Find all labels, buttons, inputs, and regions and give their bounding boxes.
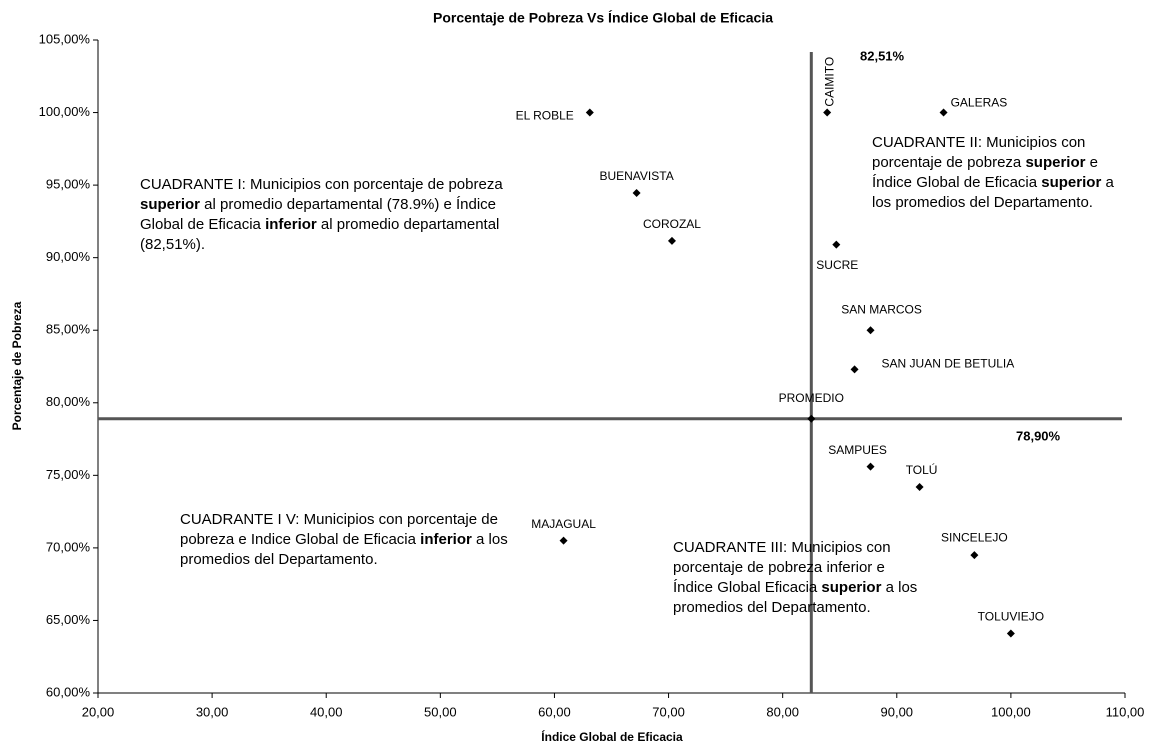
point bbox=[915, 482, 924, 491]
point-label: TOLUVIEJO bbox=[978, 610, 1044, 624]
x-tick-label: 30,00 bbox=[196, 704, 229, 719]
y-tick-label: 105,00% bbox=[39, 31, 91, 46]
annotation-text: superior bbox=[1025, 154, 1086, 171]
y-tick-label: 100,00% bbox=[39, 104, 91, 119]
reference-label: 82,51% bbox=[860, 48, 905, 63]
annotation-text: a los promedios del Departamento. bbox=[180, 531, 512, 568]
annotation-text: a los promedios del Departamento. bbox=[673, 579, 922, 616]
point-label: TOLÚ bbox=[906, 462, 938, 477]
annotation: CUADRANTE II: Municipios con porcentaje … bbox=[872, 133, 1122, 213]
point-label: GALERAS bbox=[951, 96, 1008, 110]
y-tick-label: 75,00% bbox=[46, 467, 91, 482]
x-tick-label: 20,00 bbox=[82, 704, 115, 719]
annotation-text: inferior bbox=[265, 216, 317, 233]
point bbox=[970, 551, 979, 560]
annotation-text: CUADRANTE II: Municipios con porcentaje … bbox=[872, 134, 1090, 171]
point-label: MAJAGUAL bbox=[531, 517, 596, 531]
point-label: PROMEDIO bbox=[779, 391, 844, 405]
x-axis-label: Índice Global de Eficacia bbox=[541, 729, 683, 744]
annotation: CUADRANTE I V: Municipios con porcentaje… bbox=[180, 510, 510, 570]
point-label: SAN JUAN DE BETULIA bbox=[882, 357, 1015, 371]
x-tick-label: 80,00 bbox=[766, 704, 799, 719]
annotation: CUADRANTE I: Municipios con porcentaje d… bbox=[140, 175, 525, 255]
point-label: CAIMITO bbox=[822, 57, 836, 107]
point-label: SAMPUES bbox=[828, 443, 887, 457]
point bbox=[850, 365, 859, 374]
point bbox=[939, 108, 948, 117]
y-tick-label: 70,00% bbox=[46, 539, 91, 554]
point-label: SUCRE bbox=[816, 258, 858, 272]
point bbox=[585, 108, 594, 117]
point bbox=[667, 236, 676, 245]
y-tick-label: 95,00% bbox=[46, 177, 91, 192]
point-label: SAN MARCOS bbox=[841, 302, 922, 316]
annotation-text: CUADRANTE I: Municipios con porcentaje d… bbox=[140, 176, 507, 193]
annotation-text: a los promedios del Departamento. bbox=[872, 174, 1118, 211]
annotation-text: al promedio departamental (78.9%) e Índi… bbox=[140, 196, 501, 233]
x-tick-label: 110,00 bbox=[1106, 704, 1145, 719]
point bbox=[559, 536, 568, 545]
annotation-text: e Índice Global de Eficacia bbox=[872, 154, 1103, 191]
point bbox=[807, 414, 816, 423]
y-tick-label: 65,00% bbox=[46, 612, 91, 627]
point-label: BUENAVISTA bbox=[599, 169, 673, 183]
point bbox=[866, 326, 875, 335]
annotation-text: inferior bbox=[420, 531, 472, 548]
point-label: SINCELEJO bbox=[941, 530, 1008, 544]
y-tick-label: 90,00% bbox=[46, 249, 91, 264]
point bbox=[866, 462, 875, 471]
annotation-text: al promedio departamental (82,51%). bbox=[140, 216, 504, 253]
y-tick-label: 80,00% bbox=[46, 394, 91, 409]
point bbox=[632, 188, 641, 197]
point-label: COROZAL bbox=[643, 217, 701, 231]
x-tick-label: 70,00 bbox=[652, 704, 685, 719]
x-tick-label: 100,00 bbox=[991, 704, 1031, 719]
x-tick-label: 40,00 bbox=[310, 704, 343, 719]
point bbox=[1006, 629, 1015, 638]
point bbox=[823, 108, 832, 117]
annotation-text: superior bbox=[821, 579, 882, 596]
y-tick-label: 60,00% bbox=[46, 684, 91, 699]
chart-title: Porcentaje de Pobreza Vs Índice Global d… bbox=[433, 10, 773, 26]
point-label: EL ROBLE bbox=[516, 109, 574, 123]
x-tick-label: 90,00 bbox=[881, 704, 914, 719]
point bbox=[832, 240, 841, 249]
annotation-text: CUADRANTE III: Municipios con porcentaje… bbox=[673, 539, 895, 596]
annotation-text: superior bbox=[1041, 174, 1102, 191]
x-tick-label: 60,00 bbox=[538, 704, 571, 719]
annotation: CUADRANTE III: Municipios con porcentaje… bbox=[673, 538, 921, 618]
annotation-text: superior bbox=[140, 196, 201, 213]
y-tick-label: 85,00% bbox=[46, 322, 91, 337]
x-tick-label: 50,00 bbox=[424, 704, 457, 719]
y-axis-label: Porcentaje de Pobreza bbox=[10, 301, 24, 430]
reference-label: 78,90% bbox=[1016, 428, 1061, 443]
annotation-text: CUADRANTE I V: Municipios con porcentaje… bbox=[180, 511, 503, 548]
